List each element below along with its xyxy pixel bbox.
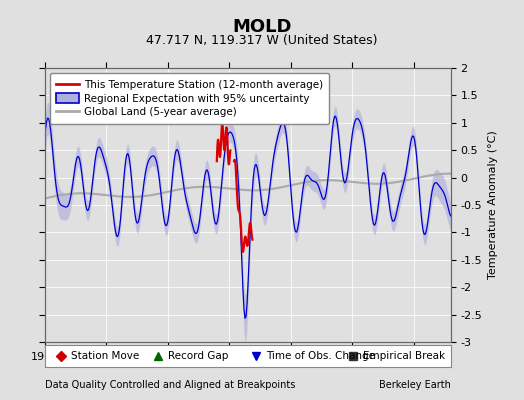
Text: Station Move: Station Move [71,351,139,361]
Text: Record Gap: Record Gap [168,351,229,361]
Text: 47.717 N, 119.317 W (United States): 47.717 N, 119.317 W (United States) [146,34,378,47]
Text: Time of Obs. Change: Time of Obs. Change [266,351,375,361]
Text: Berkeley Earth: Berkeley Earth [379,380,451,390]
Text: Empirical Break: Empirical Break [363,351,445,361]
Legend: This Temperature Station (12-month average), Regional Expectation with 95% uncer: This Temperature Station (12-month avera… [50,73,330,124]
Text: Data Quality Controlled and Aligned at Breakpoints: Data Quality Controlled and Aligned at B… [45,380,295,390]
Y-axis label: Temperature Anomaly (°C): Temperature Anomaly (°C) [488,131,498,279]
Text: MOLD: MOLD [232,18,292,36]
